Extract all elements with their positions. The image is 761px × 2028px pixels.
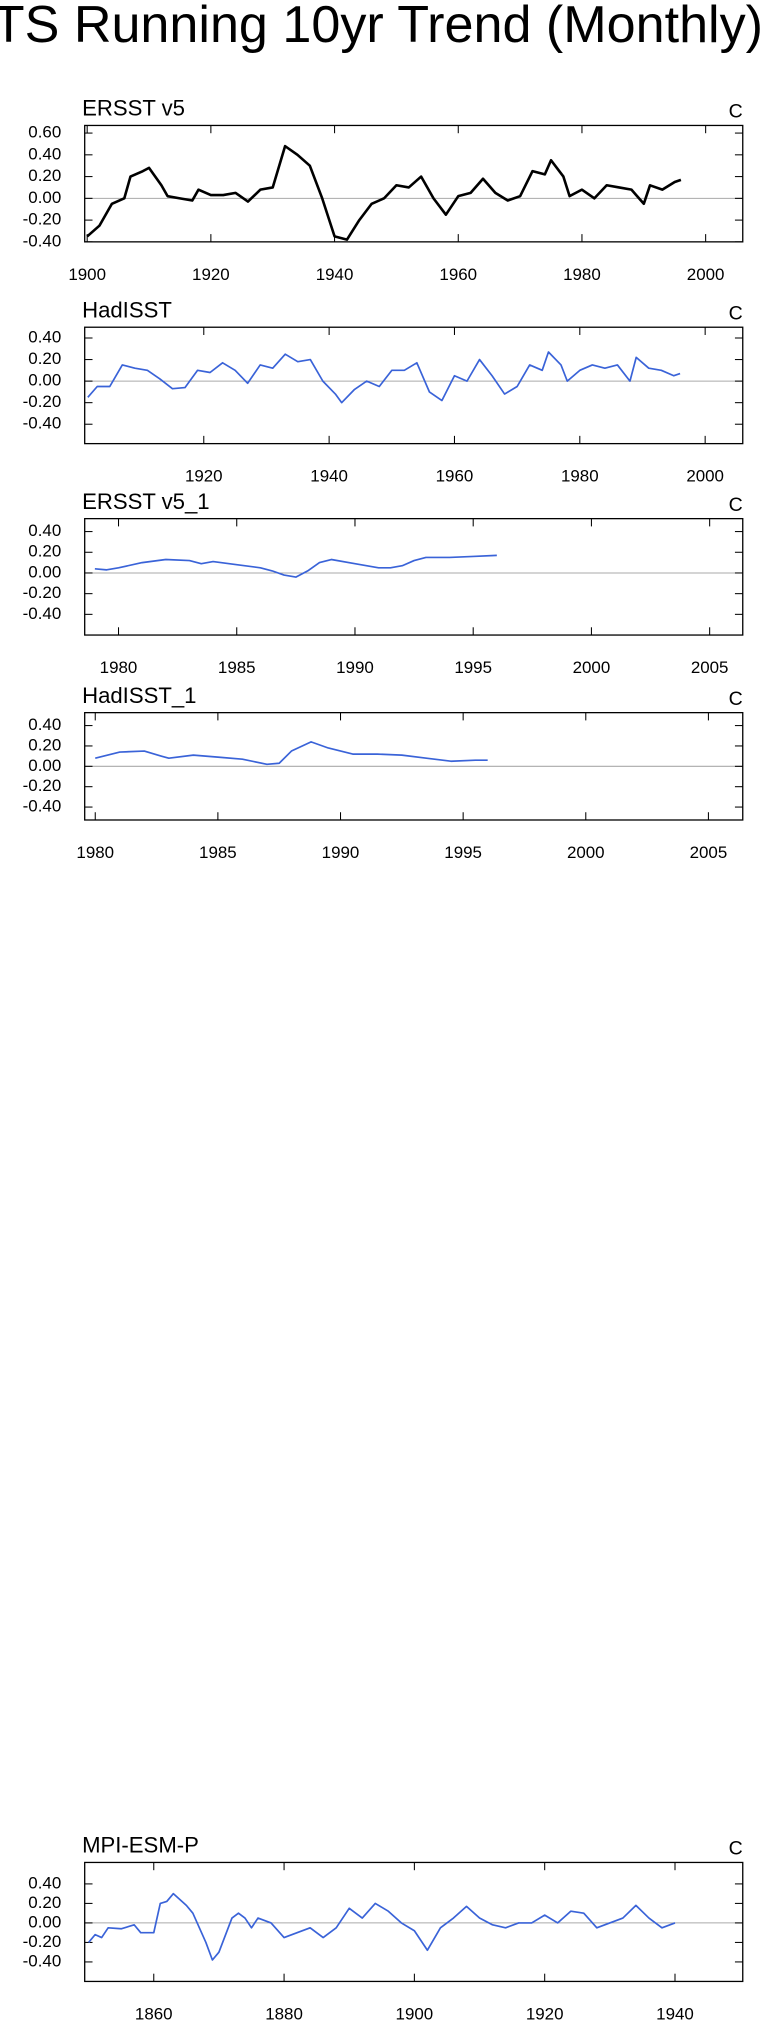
x-tick-label: 1940 — [656, 2005, 694, 2024]
x-tick-label: 1920 — [192, 265, 230, 284]
x-tick-label: 1900 — [68, 265, 106, 284]
x-tick-label: 1995 — [454, 658, 492, 677]
y-tick-label: -0.40 — [23, 604, 62, 623]
plot-frame — [84, 711, 744, 821]
y-tick-label: -0.40 — [23, 1951, 62, 1970]
x-tick-label: 1940 — [316, 265, 354, 284]
x-tick-label: 1880 — [265, 2005, 303, 2024]
y-tick-label: -0.20 — [23, 776, 62, 795]
y-tick-label: 0.20 — [28, 1893, 61, 1912]
x-tick-label: 2000 — [687, 265, 725, 284]
x-tick-label: 1980 — [561, 467, 599, 486]
y-tick-label: -0.20 — [23, 210, 62, 229]
panel-title: HadISST — [82, 298, 172, 323]
y-tick-label: 0.20 — [28, 542, 61, 561]
x-tick-label: 1900 — [396, 2005, 434, 2024]
data-line — [86, 144, 682, 241]
page-title: TS Running 10yr Trend (Monthly) — [0, 0, 761, 54]
y-tick-label: 0.20 — [28, 166, 61, 185]
y-tick-label: 0.00 — [28, 562, 61, 581]
data-line — [87, 351, 681, 404]
y-tick-label: 0.40 — [28, 327, 61, 346]
y-tick-label: 0.40 — [28, 144, 61, 163]
x-tick-label: 1940 — [310, 467, 348, 486]
plot-frame — [84, 326, 744, 445]
x-tick-label: 1985 — [199, 843, 237, 862]
units-label: C — [729, 1838, 743, 1860]
x-tick-label: 1990 — [336, 658, 374, 677]
units-label: C — [729, 302, 743, 324]
x-tick-label: 2000 — [573, 658, 611, 677]
y-tick-label: 0.20 — [28, 735, 61, 754]
y-tick-label: 0.00 — [28, 371, 61, 390]
x-tick-label: 2005 — [690, 843, 728, 862]
x-tick-label: 1980 — [76, 843, 114, 862]
y-tick-label: -0.20 — [23, 1932, 62, 1951]
x-tick-label: 1985 — [218, 658, 256, 677]
panel-title: MPI-ESM-P — [82, 1833, 199, 1858]
x-tick-label: 1920 — [526, 2005, 564, 2024]
panel-title: ERSST v5 — [82, 96, 185, 121]
data-line — [95, 741, 488, 766]
data-line — [87, 1892, 676, 1961]
y-tick-label: 0.60 — [28, 123, 61, 142]
y-tick-label: 0.00 — [28, 1912, 61, 1931]
x-tick-label: 1990 — [322, 843, 360, 862]
y-tick-label: -0.40 — [23, 797, 62, 816]
y-tick-label: -0.40 — [23, 414, 62, 433]
y-tick-label: -0.20 — [23, 392, 62, 411]
x-tick-label: 1995 — [444, 843, 482, 862]
x-tick-label: 1980 — [100, 658, 138, 677]
data-line — [94, 554, 497, 578]
y-tick-label: 0.40 — [28, 1873, 61, 1892]
units-label: C — [729, 688, 743, 710]
y-tick-label: 0.20 — [28, 349, 61, 368]
panel-title: HadISST_1 — [82, 683, 196, 708]
x-tick-label: 1960 — [439, 265, 477, 284]
plot-frame — [84, 1861, 744, 1983]
x-tick-label: 1860 — [135, 2005, 173, 2024]
plot-frame — [84, 124, 744, 243]
panel-title: ERSST v5_1 — [82, 489, 210, 514]
x-tick-label: 1980 — [563, 265, 601, 284]
units-label: C — [729, 494, 743, 516]
y-tick-label: 0.00 — [28, 188, 61, 207]
x-tick-label: 1960 — [436, 467, 474, 486]
x-tick-label: 2005 — [691, 658, 729, 677]
y-tick-label: -0.20 — [23, 583, 62, 602]
y-tick-label: 0.40 — [28, 521, 61, 540]
y-tick-label: 0.40 — [28, 715, 61, 734]
x-tick-label: 2000 — [567, 843, 605, 862]
y-tick-label: -0.40 — [23, 231, 62, 250]
x-tick-label: 2000 — [686, 467, 724, 486]
units-label: C — [729, 101, 743, 123]
plot-frame — [84, 517, 744, 636]
y-tick-label: 0.00 — [28, 756, 61, 775]
x-tick-label: 1920 — [185, 467, 223, 486]
